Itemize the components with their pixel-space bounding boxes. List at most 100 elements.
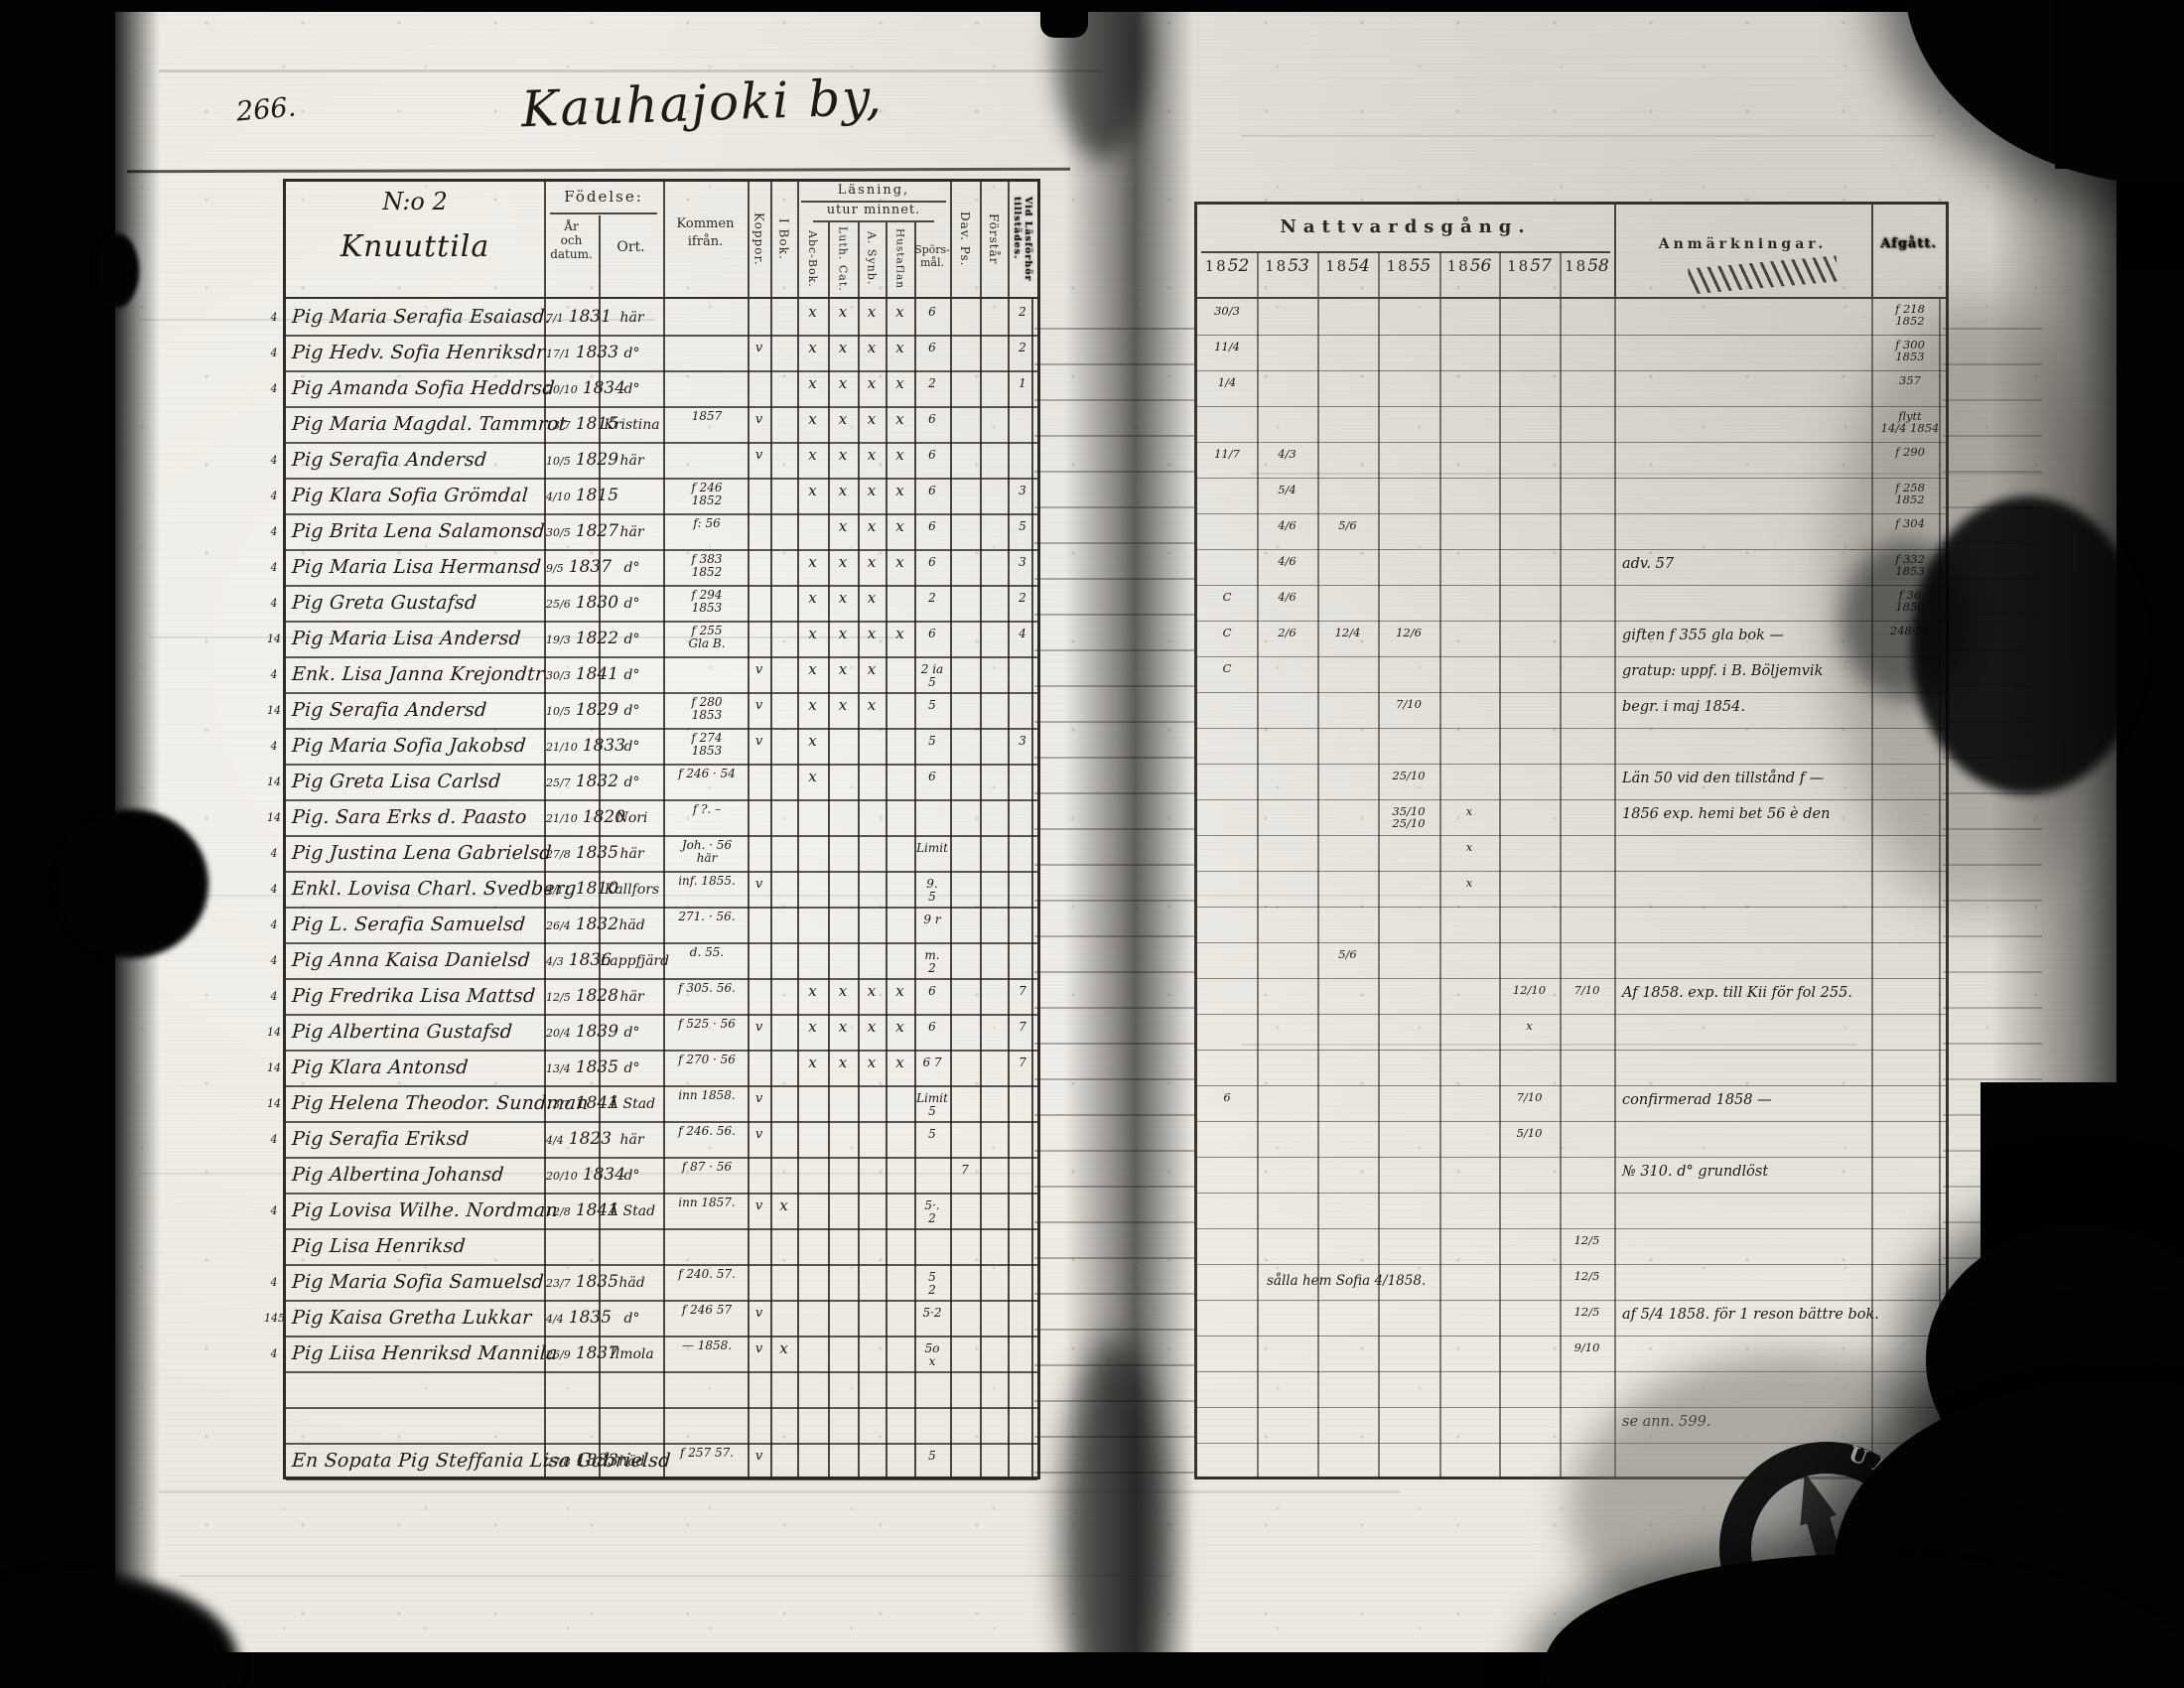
birth-date: 21/10 1820: [546, 807, 626, 827]
table-row: x: [1197, 871, 1946, 908]
departure-ref: f 290: [1895, 445, 1925, 459]
came-from: f 246. 56.: [678, 1124, 736, 1138]
col-header-sporsmal: Spörs- mål.: [914, 243, 950, 269]
came-from: f 280 1853: [691, 695, 723, 722]
year-label: 1857: [1507, 256, 1552, 276]
row-number: 4: [270, 1347, 278, 1360]
column-line: [770, 299, 772, 1478]
reading-mark: x: [895, 482, 904, 499]
remark-note: Af 1858. exp. till Kii för fol 255.: [1622, 985, 1852, 1001]
header-divider: [797, 182, 799, 297]
reading-mark: 5·. 2: [924, 1198, 940, 1225]
reading-mark: x: [867, 696, 877, 714]
header-line: [1201, 251, 1610, 253]
table-row: 12/10 7/10 Af 1858. exp. till Kii för fol …: [1197, 978, 1946, 1015]
communion-mark: 7/10: [1396, 697, 1422, 711]
scan-streak: [1241, 1044, 1856, 1046]
departure-ref: f 300 1853: [1895, 338, 1925, 363]
reading-mark: x: [867, 303, 877, 321]
reading-mark: x: [838, 446, 848, 464]
row-number: 14: [267, 704, 281, 717]
birth-date: 21/10 1833: [546, 736, 626, 756]
communion-mark: 12/5: [1573, 1233, 1600, 1247]
person-name: Pig Maria Serafia Esaiasd.: [291, 306, 552, 328]
reading-mark: v: [754, 1341, 763, 1356]
reading-mark: x: [808, 732, 817, 750]
birth-place: d°: [623, 774, 640, 790]
reading-mark: 6: [928, 627, 936, 640]
col-header-luth: Luth. Cat.: [836, 225, 850, 292]
table-row: 14 Pig Albertina Gustafsd 20/4 1839 d° f 525…: [267, 1014, 1037, 1052]
communion-mark: 11/4: [1214, 340, 1240, 353]
row-number: 4: [270, 525, 278, 538]
reading-mark: x: [838, 339, 848, 356]
header-divider: [1317, 252, 1319, 297]
row-number: 4: [270, 311, 278, 324]
table-row: 14 Pig Helena Theodor. Sundman 13/7 1841 Å …: [267, 1085, 1037, 1123]
person-name: Pig Hedv. Sofia Henriksdr: [291, 342, 547, 363]
birth-date: 30/5 1827: [546, 521, 619, 541]
person-name: Enkl. Lovisa Charl. Svedberg: [291, 878, 578, 900]
header-divider: [886, 222, 887, 297]
remark-note: 1856 exp. hemi bet 56 è den: [1622, 806, 1831, 822]
header-divider: [1008, 182, 1010, 297]
col-header-fodelse: Födelse:: [564, 188, 643, 206]
reading-mark: 5: [928, 1127, 936, 1141]
reading-mark: x: [808, 660, 817, 678]
remark-note: confirmerad 1858 —: [1622, 1092, 1772, 1108]
reading-mark: 7: [1019, 1055, 1026, 1069]
row-number: 4: [270, 990, 278, 1003]
person-name: Pig Lisa Henriksd: [291, 1235, 467, 1257]
row-number: 4: [270, 490, 278, 502]
reading-mark: x: [808, 303, 817, 321]
departure-ref: f 258 1852: [1895, 481, 1925, 506]
table-row: 14 Pig Klara Antonsd 13/4 1835 d° f 270 · 56…: [267, 1050, 1037, 1087]
birth-place: d°: [623, 739, 640, 755]
came-from: f 257 57.: [679, 1446, 735, 1460]
birth-date: 19/3 1822: [546, 629, 619, 648]
person-name: Pig Albertina Johansd: [291, 1164, 505, 1186]
communion-mark: x: [1465, 876, 1473, 890]
table-row: 4 Pig Greta Gustafsd 25/6 1830 d° f 294 1853…: [271, 585, 1037, 623]
reading-mark: 3: [1019, 484, 1026, 497]
year-label: 1858: [1565, 256, 1609, 276]
communion-mark: 12/4: [1334, 626, 1361, 639]
reading-mark: 6: [928, 412, 936, 426]
came-from: inn 1857.: [678, 1196, 736, 1209]
col-header-hustaflan: Hustaflan: [893, 227, 906, 290]
came-from: f 246 · 54: [678, 767, 736, 780]
reading-mark: x: [808, 982, 817, 1000]
birth-date: 25/7 1832: [546, 772, 619, 791]
row-number: 4: [270, 847, 278, 860]
table-row: 9/10: [1197, 1336, 1946, 1372]
remark-note: № 310. d° grundlöst: [1622, 1164, 1769, 1180]
person-name: Pig Klara Sofia Grömdal: [291, 485, 529, 506]
col-header-dav: Dav. Ps.: [958, 211, 972, 267]
reading-mark: 2 ia 5: [920, 662, 944, 689]
communion-mark: 6: [1223, 1090, 1231, 1104]
col-header-ort: Ort.: [616, 239, 645, 255]
years-row: 1852 1853 1854 1855 1856 1857 1858: [1197, 205, 1614, 297]
scan-streak: [179, 1575, 1171, 1577]
person-name: Pig. Sara Erks d. Paasto: [291, 806, 528, 828]
header-divider: [1378, 252, 1380, 297]
reading-mark: x: [895, 446, 904, 464]
reading-mark: v: [754, 662, 763, 677]
reading-mark: x: [867, 374, 877, 392]
person-name: Pig Kaisa Gretha Lukkar: [291, 1307, 533, 1329]
birth-date: 23/7 1835: [546, 1272, 619, 1292]
table-row: 4 Pig Maria Serafia Esaiasd. 7/1 1831 här x x…: [271, 299, 1037, 337]
birth-place: Kallfors: [604, 882, 660, 898]
header-line: [801, 201, 946, 203]
row-number: 4: [270, 347, 278, 359]
table-row: 4 Pig Lovisa Wilhe. Nordman 12/8 1841 Å Sta…: [271, 1193, 1037, 1230]
table-row: [1197, 1050, 1946, 1086]
row-number: 14: [267, 633, 281, 645]
birth-place: här: [619, 846, 644, 862]
table-row: 4 Pig Anna Kaisa Danielsd 4/3 1836 Lappfjär…: [271, 942, 1037, 980]
table-row: x: [1197, 835, 1946, 872]
reading-mark: 6: [928, 305, 936, 319]
person-name: Pig Maria Lisa Andersd: [291, 628, 522, 649]
header-divider: [858, 222, 860, 297]
reading-mark: v: [754, 448, 763, 463]
